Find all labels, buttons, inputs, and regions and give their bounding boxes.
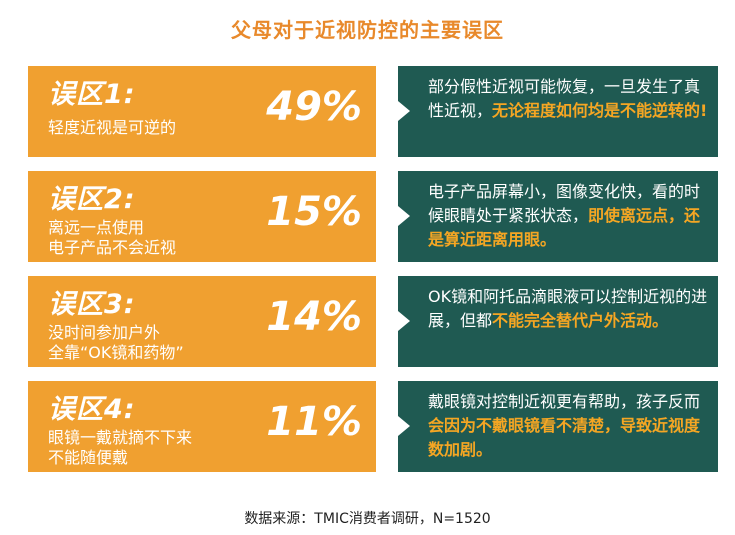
- myth-percent: 49%: [266, 84, 362, 130]
- explanation-text: 戴眼镜对控制近视更有帮助，孩子反而会因为不戴眼镜看不清楚，导致近视度数加剧。: [428, 390, 712, 462]
- myth-row-3: 误区3: 没时间参加户外 全靠“OK镜和药物” 14% OK镜和阿托品滴眼液可以…: [28, 276, 718, 367]
- explanation-plain: 戴眼镜对控制近视更有帮助，孩子反而: [428, 392, 701, 411]
- myth-card: 误区4: 眼镜一戴就摘不下来 不能随便戴 11%: [28, 381, 376, 472]
- data-source-note: 数据来源：TMIC消费者调研，N=1520: [244, 511, 491, 527]
- explanation-card: 部分假性近视可能恢复，一旦发生了真性近视，无论程度如何均是不能逆转的!: [398, 66, 718, 157]
- explanation-plain: 部分假性近视可能恢复，一旦发生了真性近视，: [428, 77, 701, 120]
- explanation-after: !: [700, 101, 708, 120]
- myth-description: 眼镜一戴就摘不下来 不能随便戴: [48, 428, 192, 468]
- explanation-highlight: 会因为不戴眼镜看不清楚，导致近视度数加剧。: [428, 416, 701, 459]
- myth-heading: 误区2:: [48, 184, 136, 215]
- myth-description: 轻度近视是可逆的: [48, 118, 176, 138]
- myth-description-line: 轻度近视是可逆的: [48, 118, 177, 137]
- explanation-card: 戴眼镜对控制近视更有帮助，孩子反而会因为不戴眼镜看不清楚，导致近视度数加剧。: [398, 381, 718, 472]
- explanation-text: OK镜和阿托品滴眼液可以控制近视的进展，但都不能完全替代户外活动。: [428, 285, 712, 333]
- arrow-notch: [398, 206, 410, 226]
- arrow-notch: [398, 101, 410, 121]
- myth-row-2: 误区2: 离远一点使用 电子产品不会近视 15% 电子产品屏幕小，图像变化快，看…: [28, 171, 718, 262]
- myth-card: 误区3: 没时间参加户外 全靠“OK镜和药物” 14%: [28, 276, 376, 367]
- explanation-card: 电子产品屏幕小，图像变化快，看的时候眼睛处于紧张状态，即使离远点，还是算近距离用…: [398, 171, 718, 262]
- myth-description-line: 不能随便戴: [48, 448, 129, 467]
- myth-card: 误区1: 轻度近视是可逆的 49%: [28, 66, 376, 157]
- explanation-plain: OK镜和阿托品滴眼液可以控制近视的进展，但都: [428, 287, 708, 330]
- myth-description-line: 离远一点使用: [48, 218, 145, 237]
- myth-row-1: 误区1: 轻度近视是可逆的 49% 部分假性近视可能恢复，一旦发生了真性近视，无…: [28, 66, 718, 157]
- myth-description: 没时间参加户外 全靠“OK镜和药物”: [48, 323, 184, 363]
- explanation-highlight: 即使离远点，还是算近距离用眼。: [428, 206, 701, 249]
- myth-percent: 15%: [266, 189, 362, 235]
- myth-description-line: 全靠“OK镜和药物”: [48, 343, 184, 362]
- myth-heading: 误区4:: [48, 394, 136, 425]
- myth-percent: 14%: [266, 294, 362, 340]
- explanation-highlight: 无论程度如何均是不能逆转的: [492, 101, 701, 120]
- explanation-plain: 电子产品屏幕小，图像变化快，看的时候眼睛处于紧张状态，: [428, 182, 701, 225]
- myth-description-line: 眼镜一戴就摘不下来: [48, 428, 193, 447]
- myth-description-line: 没时间参加户外: [48, 323, 161, 342]
- myth-description: 离远一点使用 电子产品不会近视: [48, 218, 176, 258]
- explanation-text: 部分假性近视可能恢复，一旦发生了真性近视，无论程度如何均是不能逆转的!: [428, 75, 712, 123]
- myth-heading: 误区3:: [48, 289, 136, 320]
- myth-percent: 11%: [266, 399, 362, 445]
- arrow-notch: [398, 416, 410, 436]
- explanation-text: 电子产品屏幕小，图像变化快，看的时候眼睛处于紧张状态，即使离远点，还是算近距离用…: [428, 180, 712, 252]
- explanation-highlight: 不能完全替代户外活动。: [492, 311, 669, 330]
- arrow-notch: [398, 311, 410, 331]
- explanation-card: OK镜和阿托品滴眼液可以控制近视的进展，但都不能完全替代户外活动。: [398, 276, 718, 367]
- myth-card: 误区2: 离远一点使用 电子产品不会近视 15%: [28, 171, 376, 262]
- myth-description-line: 电子产品不会近视: [48, 238, 177, 257]
- myth-heading: 误区1:: [48, 79, 136, 110]
- page-title: 父母对于近视防控的主要误区: [231, 18, 504, 42]
- myth-row-4: 误区4: 眼镜一戴就摘不下来 不能随便戴 11% 戴眼镜对控制近视更有帮助，孩子…: [28, 381, 718, 472]
